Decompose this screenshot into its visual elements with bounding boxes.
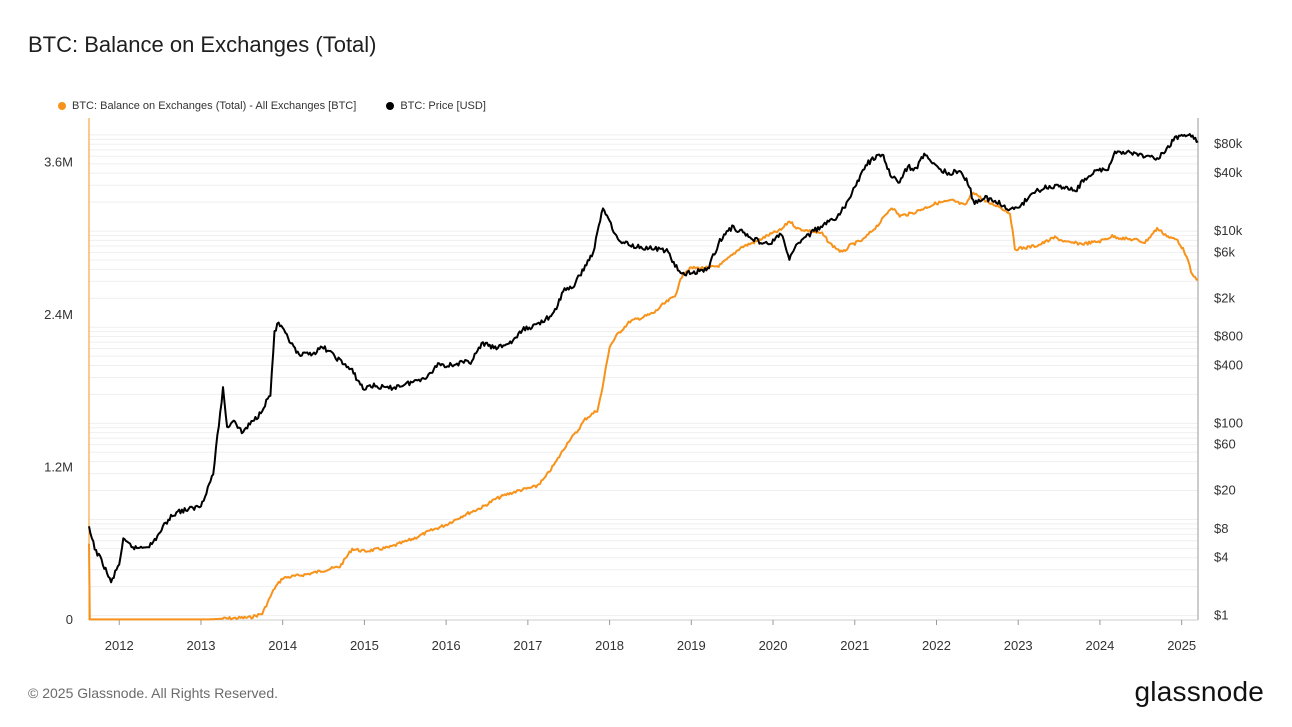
x-tick-label-13: 2025 [1167,638,1196,653]
balance-series-line [88,191,1199,621]
left-tick-label-3: 3.6M [44,154,73,169]
x-tick-label-9: 2021 [840,638,869,653]
right-tick-label-2: $8 [1214,521,1228,536]
x-tick-label-12: 2024 [1085,638,1114,653]
right-tick-label-11: $40k [1214,165,1243,180]
legend-item-balance[interactable]: BTC: Balance on Exchanges (Total) - All … [58,100,356,112]
grid-lines [89,134,1198,617]
chart-title: BTC: Balance on Exchanges (Total) [28,32,377,57]
left-tick-label-2: 2.4M [44,307,73,322]
left-tick-label-1: 1.2M [44,459,73,474]
series-lines [88,133,1199,621]
x-tick-label-1: 2013 [187,638,216,653]
x-tick-label-2: 2014 [268,638,297,653]
copyright-footer: © 2025 Glassnode. All Rights Reserved. [28,685,279,701]
x-tick-label-5: 2017 [513,638,542,653]
right-tick-label-3: $20 [1214,483,1236,498]
left-tick-label-0: 0 [66,612,73,627]
right-tick-label-1: $4 [1214,550,1228,565]
right-tick-label-7: $800 [1214,329,1243,344]
right-tick-label-4: $60 [1214,437,1236,452]
right-tick-label-5: $100 [1214,415,1243,430]
legend-label-price: BTC: Price [USD] [400,100,486,112]
axes [88,118,1199,625]
right-tick-label-10: $10k [1214,223,1243,238]
right-tick-label-9: $6k [1214,244,1235,259]
right-tick-label-8: $2k [1214,290,1235,305]
x-tick-label-3: 2015 [350,638,379,653]
legend-dot-price [386,102,395,110]
glassnode-logo: glassnode [1134,676,1264,707]
legend-label-balance: BTC: Balance on Exchanges (Total) - All … [72,100,357,112]
legend: BTC: Balance on Exchanges (Total) - All … [58,100,486,112]
legend-item-price[interactable]: BTC: Price [USD] [386,100,486,112]
x-tick-label-11: 2023 [1004,638,1033,653]
x-tick-label-10: 2022 [922,638,951,653]
tick-labels: 0 1.2M 2.4M 3.6M $1 $4 $8 $20 $60 $100 $400 $800 $2k… [44,136,1243,653]
x-tick-label-0: 2012 [105,638,134,653]
price-series-line [88,133,1199,584]
x-tick-label-8: 2020 [759,638,788,653]
legend-dot-balance [58,102,66,110]
right-tick-label-12: $80k [1214,136,1243,151]
right-tick-label-6: $400 [1214,357,1243,372]
x-tick-label-7: 2019 [677,638,706,653]
x-tick-label-6: 2018 [595,638,624,653]
right-tick-label-0: $1 [1214,608,1228,623]
x-tick-label-4: 2016 [432,638,461,653]
